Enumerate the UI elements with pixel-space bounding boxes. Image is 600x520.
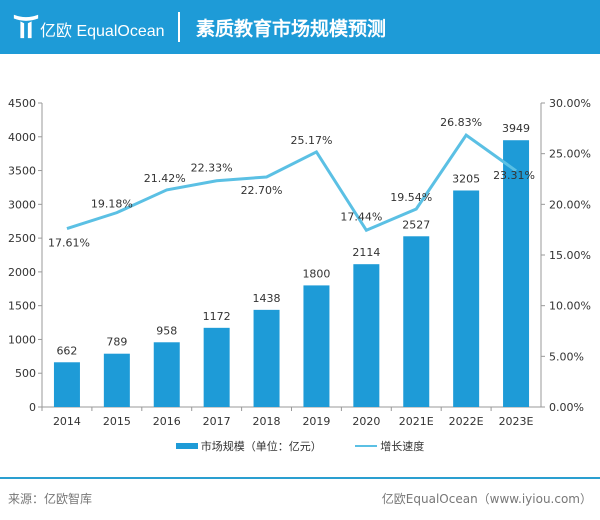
credit-text: 亿欧EqualOcean（www.iyiou.com） [381,492,592,506]
line-value-label: 19.18% [91,198,133,211]
bar-value-label: 2114 [352,246,380,259]
x-tick-label: 2021E [399,415,434,428]
bar [453,190,480,407]
x-tick-label: 2019 [302,415,330,428]
y-tick-label: 3500 [8,165,36,178]
legend: 市场规模（单位：亿元） 增长速度 [0,438,600,454]
y2-tick-label: 20.00% [549,198,591,211]
line-value-label: 25.17% [290,134,332,147]
y2-tick-label: 5.00% [549,350,584,363]
bar [103,353,130,407]
y-tick-label: 1000 [8,333,36,346]
legend-bar-label: 市场规模（单位：亿元） [200,440,322,453]
x-tick-label: 2014 [53,415,81,428]
chart: 0 500 1000 1500 2000 2500 3000 3500 4000 4500 0.00… [8,97,591,428]
y-tick-label: 500 [15,367,36,380]
chart-title: 素质教育市场规模预测 [196,18,387,40]
bar [203,327,230,407]
x-tick-label: 2017 [203,415,231,428]
y-tick-label: 1500 [8,300,36,313]
footer-divider [0,477,600,479]
bar [153,342,180,407]
y-tick-label: 0 [29,401,36,414]
bar-value-label: 662 [56,344,77,357]
line-value-label: 19.54% [390,191,432,204]
bar-value-label: 789 [106,336,127,349]
y2-tick-label: 15.00% [549,249,591,262]
line-value-label: 21.42% [144,172,186,185]
line-value-label: 23.31% [493,169,535,182]
source-text: 来源：亿欧智库 [8,492,93,506]
bar [403,236,430,407]
bar-value-label: 3205 [452,172,480,185]
legend-line-swatch [355,445,378,447]
legend-line-label: 增长速度 [380,440,425,453]
x-tick-label: 2023E [499,415,534,428]
x-tick-label: 2020 [352,415,380,428]
line-value-label: 17.61% [48,237,90,250]
bar-value-label: 1800 [302,267,330,280]
header: 亿欧 EqualOcean 素质教育市场规模预测 [0,0,600,54]
bar [253,309,280,407]
line-value-label: 22.33% [191,162,233,175]
bar [503,140,530,407]
bar-value-label: 3949 [502,122,530,135]
bar [303,285,330,407]
x-tick-label: 2015 [103,415,131,428]
growth-line [66,133,517,233]
brand-name: 亿欧 EqualOcean [40,23,165,40]
legend-bar-swatch [175,443,198,449]
y-tick-label: 3000 [8,198,36,211]
bar [53,362,80,407]
x-tick-label: 2022E [449,415,484,428]
y-tick-label: 2000 [8,266,36,279]
divider [178,12,180,42]
bar [353,264,380,407]
x-tick-label: 2016 [153,415,181,428]
logo-icon [13,14,39,39]
line-value-label: 22.70% [241,184,283,197]
y2-tick-label: 30.00% [549,97,591,110]
y2-tick-label: 10.00% [549,300,591,313]
y-tick-label: 4500 [8,97,36,110]
line-value-label: 17.44% [340,210,382,223]
bar-value-label: 1438 [253,292,281,305]
y2-tick-label: 25.00% [549,148,591,161]
y-tick-label: 4000 [8,131,36,144]
y2-tick-label: 0.00% [549,401,584,414]
x-tick-label: 2018 [253,415,281,428]
bar-value-label: 1172 [203,310,231,323]
line-value-label: 26.83% [440,116,482,129]
bar-value-label: 2527 [402,218,430,231]
bar-value-label: 958 [156,324,177,337]
y-tick-label: 2500 [8,232,36,245]
